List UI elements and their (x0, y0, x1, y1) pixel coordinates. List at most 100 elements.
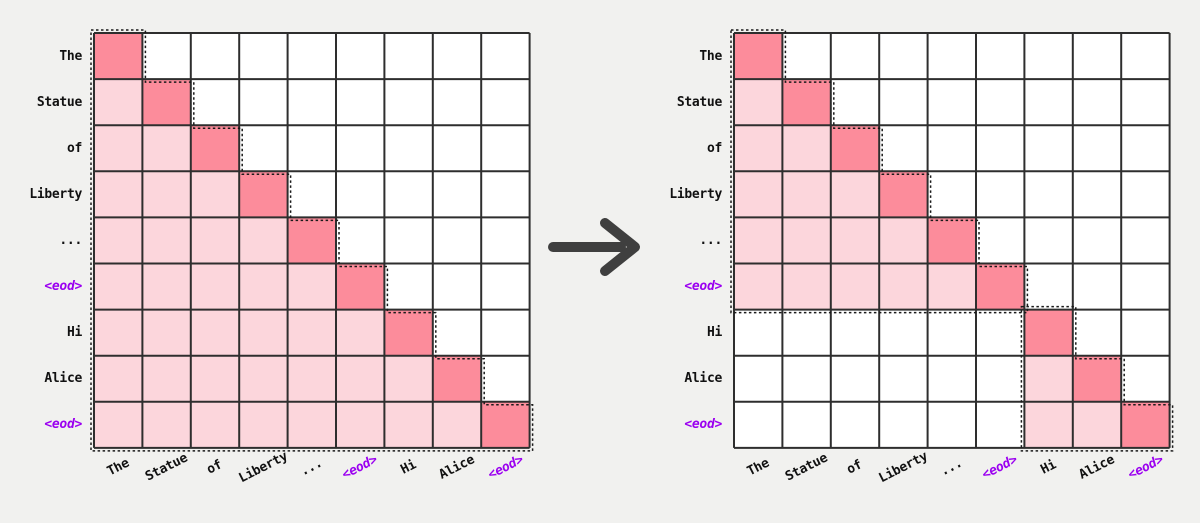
mask-cell (336, 355, 385, 402)
mask-cell (481, 401, 530, 448)
mask-cell (927, 263, 976, 310)
mask-cell (190, 355, 240, 402)
mask-cell (481, 309, 530, 356)
mask-cell (432, 355, 482, 402)
mask-cell (142, 171, 191, 218)
col-token-label: of (831, 457, 879, 496)
mask-cell (1121, 79, 1170, 126)
mask-cell (1072, 125, 1122, 172)
col-token-label-text: The (744, 455, 772, 480)
mask-cell (879, 79, 928, 126)
mask-cell (384, 355, 433, 402)
mask-cell (1121, 309, 1170, 356)
mask-cell (239, 171, 288, 218)
mask-cell (432, 125, 482, 172)
col-token-label-text: Liberty (236, 448, 291, 487)
mask-cell (481, 355, 530, 402)
mask-cell (142, 33, 191, 80)
mask-cell (976, 401, 1025, 448)
col-token-label-text: Hi (1038, 457, 1059, 478)
mask-cell (384, 79, 433, 126)
mask-cell (384, 401, 433, 448)
col-token-label: Alice (1073, 452, 1121, 496)
col-token-label: ... (928, 456, 976, 496)
mask-cell (830, 79, 880, 126)
mask-cell (336, 217, 385, 264)
mask-cell (1024, 217, 1073, 264)
row-token-label: Liberty (29, 186, 82, 202)
mask-cell (94, 125, 143, 172)
mask-cell (432, 171, 482, 218)
row-token-label: of (706, 140, 722, 156)
col-token-label-text: ... (938, 455, 966, 480)
mask-cell (782, 33, 831, 80)
mask-cell (1024, 355, 1073, 402)
col-token-label-text: Alice (436, 452, 478, 483)
mask-cell (336, 33, 385, 80)
col-token-label: Statue (142, 450, 190, 496)
col-token-label: <eod> (336, 452, 384, 496)
mask-cell (287, 217, 336, 264)
mask-cell (1072, 79, 1122, 126)
mask-cell (782, 263, 831, 310)
row-token-label: <eod> (684, 279, 722, 295)
mask-cell (1072, 401, 1122, 448)
mask-cell (432, 309, 482, 356)
mask-cell (1072, 33, 1122, 80)
mask-cell (830, 401, 880, 448)
mask-cell (927, 171, 976, 218)
attention-block-dotted-outline (90, 29, 534, 452)
mask-cell (879, 263, 928, 310)
mask-cell (287, 33, 336, 80)
row-token-label: ... (59, 232, 82, 248)
col-token-label: Hi (384, 457, 432, 496)
mask-cell (927, 33, 976, 80)
row-token-label: <eod> (44, 417, 82, 433)
mask-cell (239, 33, 288, 80)
mask-cell (782, 309, 831, 356)
mask-cell (481, 263, 530, 310)
col-token-label: The (94, 456, 142, 496)
mask-cell (287, 401, 336, 448)
mask-cell (879, 309, 928, 356)
mask-cell (976, 33, 1025, 80)
mask-cell (384, 217, 433, 264)
mask-cell (927, 401, 976, 448)
mask-cell (1072, 355, 1122, 402)
mask-cell (879, 401, 928, 448)
mask-cell (142, 125, 191, 172)
mask-cell (190, 171, 240, 218)
mask-cell (94, 309, 143, 356)
mask-cell (190, 263, 240, 310)
mask-cell (239, 125, 288, 172)
mask-cell (734, 171, 783, 218)
col-token-label-text: Liberty (876, 448, 931, 487)
mask-cell (976, 79, 1025, 126)
mask-cell (287, 309, 336, 356)
mask-cell (94, 79, 143, 126)
mask-cell (384, 171, 433, 218)
mask-cell (830, 355, 880, 402)
mask-cell (239, 401, 288, 448)
row-token-label: The (59, 48, 82, 64)
mask-cell (734, 79, 783, 126)
col-token-label-text: Statue (783, 450, 831, 485)
mask-cell (384, 125, 433, 172)
mask-cell (432, 33, 482, 80)
mask-cell (782, 125, 831, 172)
row-token-label: Statue (36, 94, 82, 110)
col-token-label-text: The (104, 455, 132, 480)
mask-cell (830, 125, 880, 172)
mask-cell (432, 217, 482, 264)
mask-cell (976, 263, 1025, 310)
row-token-label: Liberty (669, 186, 722, 202)
mask-cell (142, 79, 191, 126)
col-token-label-text: of (844, 457, 866, 478)
mask-cell (782, 355, 831, 402)
mask-cell (1024, 309, 1073, 356)
mask-cell (734, 355, 783, 402)
col-token-label: Liberty (877, 449, 931, 496)
mask-cell (927, 79, 976, 126)
mask-cell (142, 217, 191, 264)
right-arrow-icon (548, 218, 640, 276)
